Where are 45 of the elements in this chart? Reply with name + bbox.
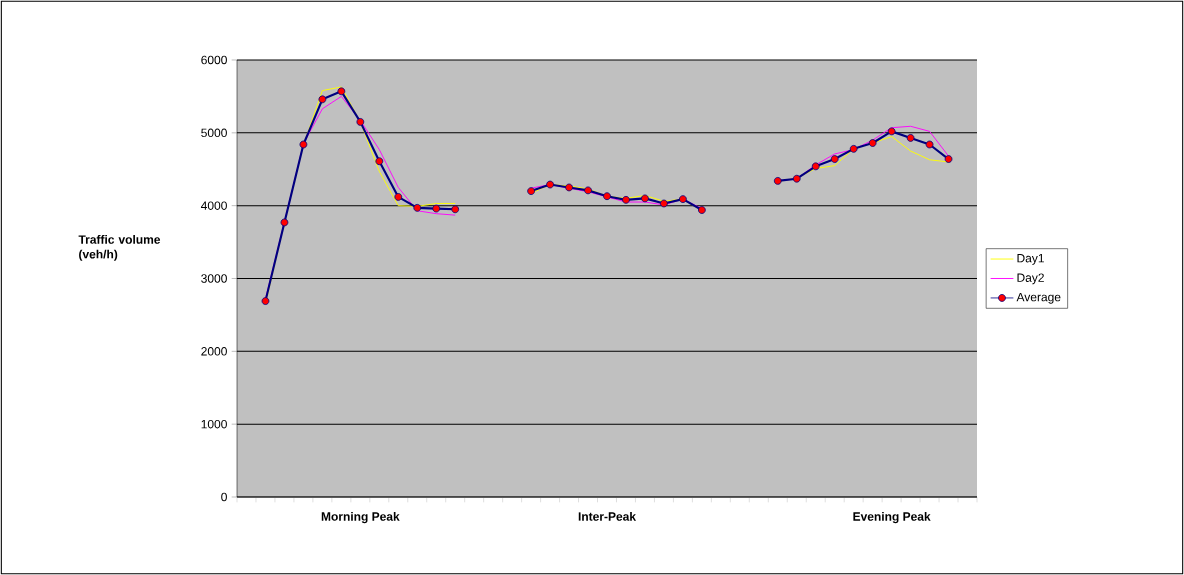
x-tick-label: Evening Peak [853, 511, 931, 524]
point [565, 183, 573, 192]
y-tick-label: 5000 [201, 128, 227, 138]
point [527, 187, 535, 195]
point [792, 174, 801, 183]
y-tick-label: 1000 [201, 419, 227, 429]
point [944, 155, 953, 163]
y-tick-label: 3000 [201, 274, 227, 283]
point [451, 205, 460, 214]
legend-label: Average [1016, 292, 1061, 304]
x-tick-label: Inter-Peak [578, 511, 637, 521]
legend-label: Day2 [1017, 273, 1044, 285]
point [603, 192, 611, 201]
point [375, 157, 384, 166]
point [641, 194, 649, 203]
y-tick-label: 4000 [200, 201, 227, 210]
point [660, 199, 668, 208]
point [925, 140, 934, 149]
legend-label: Day1 [1017, 254, 1044, 265]
point [584, 186, 592, 195]
point [906, 134, 915, 142]
point [811, 162, 820, 171]
point [432, 204, 441, 213]
point [356, 118, 365, 126]
point [546, 180, 554, 189]
y-tick-label: 6000 [201, 55, 227, 65]
point [337, 87, 346, 96]
point [394, 193, 403, 201]
point [868, 139, 877, 147]
point [413, 203, 422, 212]
point [622, 195, 630, 204]
y-tick-label: 0 [221, 492, 227, 502]
point [830, 155, 839, 163]
point [679, 195, 687, 203]
y-tick-label: 2000 [201, 347, 227, 356]
point [318, 95, 327, 104]
point [698, 206, 706, 214]
point [280, 218, 289, 227]
point [773, 177, 782, 185]
point [299, 140, 308, 149]
x-tick-label: Morning Peak [321, 511, 400, 524]
point [849, 144, 858, 153]
point [887, 127, 896, 136]
y-axis-title: Traffic volume (veh/h) [78, 234, 161, 261]
point [261, 297, 270, 305]
